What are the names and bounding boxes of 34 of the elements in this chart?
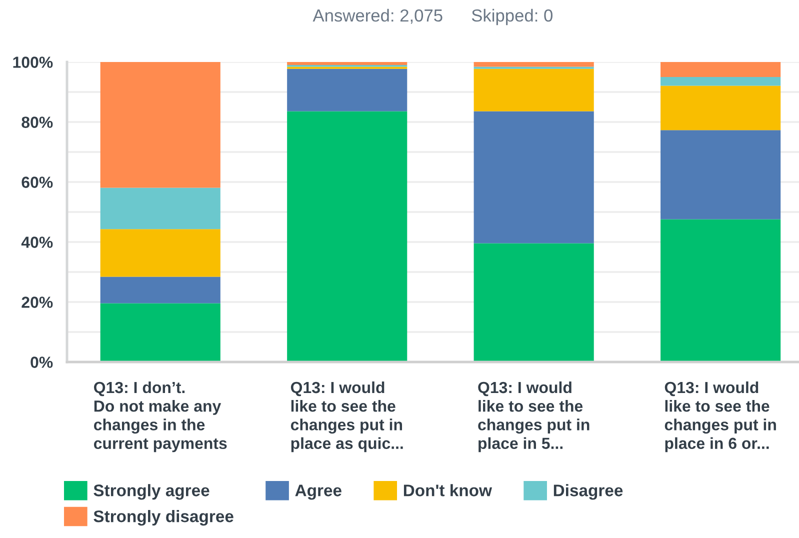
y-tick-label: 40%	[21, 236, 53, 248]
legend-label: Disagree	[554, 484, 623, 500]
x-tick-label: Q13: I would like to see the changes put in place in 5...	[478, 381, 590, 452]
y-tick-label: 60%	[22, 176, 53, 188]
bar	[660, 77, 781, 86]
bar	[474, 62, 594, 67]
y-tick-label: 0%	[30, 356, 53, 368]
x-tick-label: Q13: I would like to see the changes put in place in 6 or...	[664, 381, 776, 452]
bar	[660, 219, 781, 362]
bar	[474, 243, 594, 362]
text: Answered: 2,075	[312, 8, 442, 24]
bar	[287, 62, 408, 65]
y-tick-label: 80%	[22, 116, 53, 128]
x-tick-label: Q13: I don’t. Do not make any changes in the current payments	[94, 381, 227, 452]
legend-label: Agree	[295, 484, 342, 500]
bar	[660, 86, 781, 130]
bar	[100, 62, 220, 188]
bar	[660, 130, 781, 220]
y-tick-label: 100%	[13, 56, 53, 68]
bar	[287, 68, 408, 112]
bar	[660, 62, 781, 77]
bar	[100, 303, 220, 362]
bar	[287, 111, 408, 362]
bar	[474, 111, 594, 244]
legend-label: Don't know	[404, 484, 492, 496]
x-tick-label: Q13: I would like to see the changes put in place as quic...	[290, 381, 403, 452]
legend-label: Strongly disagree	[94, 510, 234, 526]
text: Skipped: 0	[472, 8, 552, 26]
bar	[100, 229, 220, 277]
bar	[100, 276, 220, 304]
legend-label: Strongly agree	[94, 484, 210, 500]
bar	[100, 188, 220, 230]
y-tick-label: 20%	[22, 296, 53, 308]
bar	[474, 68, 594, 112]
